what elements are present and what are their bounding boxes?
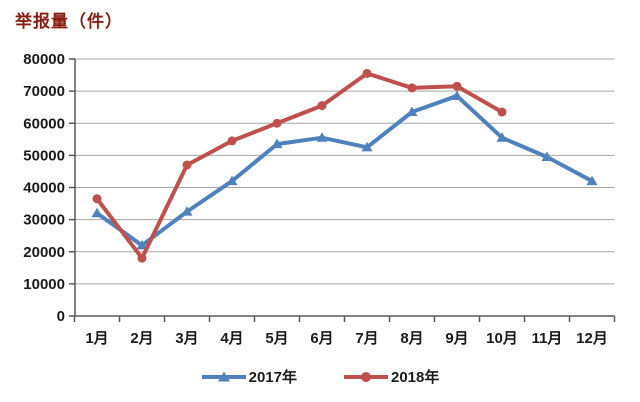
data-marker-2017年 <box>181 206 193 216</box>
data-marker-2017年 <box>91 207 103 218</box>
legend-item-2018: 2018年 <box>343 366 439 387</box>
legend-swatch-2018-line-circle-icon <box>344 371 388 382</box>
x-axis-label: 1月 <box>85 330 108 347</box>
data-marker-2018年 <box>227 136 237 146</box>
x-axis-label: 11月 <box>532 330 563 347</box>
y-axis-label: 50000 <box>23 147 65 164</box>
data-marker-2018年 <box>137 253 147 263</box>
chart-title: 举报量（件） <box>15 12 123 31</box>
x-axis-label: 7月 <box>355 330 378 347</box>
data-marker-2017年 <box>406 106 418 117</box>
data-marker-2018年 <box>407 83 417 93</box>
y-axis-label: 60000 <box>23 115 65 132</box>
y-axis-label: 80000 <box>23 51 65 68</box>
data-marker-2018年 <box>182 160 192 170</box>
y-axis-label: 10000 <box>23 276 65 293</box>
data-marker-2017年 <box>496 132 508 142</box>
x-axis-label: 12月 <box>576 330 608 347</box>
x-axis-label: 3月 <box>175 330 198 347</box>
y-axis-label: 0 <box>57 308 65 325</box>
data-marker-2018年 <box>92 194 102 204</box>
chart-legend: 2017年 2018年 <box>0 366 640 387</box>
y-axis-label: 30000 <box>23 212 65 229</box>
data-marker-2017年 <box>361 141 373 152</box>
data-marker-2017年 <box>316 132 328 142</box>
legend-label-2017: 2017年 <box>248 369 297 386</box>
x-axis-label: 5月 <box>265 330 288 347</box>
series-line-2018年 <box>95 71 504 261</box>
x-axis-label: 8月 <box>400 330 423 347</box>
series-line-2017年 <box>95 93 594 248</box>
data-marker-2018年 <box>452 81 462 91</box>
data-marker-2018年 <box>317 101 327 111</box>
x-axis-label: 4月 <box>220 330 243 347</box>
data-marker-2017年 <box>136 239 148 250</box>
x-axis-label: 9月 <box>445 330 468 347</box>
y-axis-label: 70000 <box>23 83 65 100</box>
data-marker-2017年 <box>271 138 283 149</box>
data-marker-2017年 <box>226 175 238 186</box>
legend-label-2018: 2018年 <box>391 369 440 386</box>
legend-item-2017: 2017年 <box>201 366 297 387</box>
y-axis-label: 40000 <box>23 180 65 197</box>
x-axis-label: 2月 <box>130 330 153 347</box>
x-axis-label: 10月 <box>486 330 518 347</box>
y-axis-label: 20000 <box>23 244 65 261</box>
data-marker-2017年 <box>451 90 463 100</box>
data-marker-2018年 <box>272 118 282 128</box>
legend-swatch-2017-line-triangle-icon <box>201 371 246 381</box>
x-axis-label: 6月 <box>310 330 333 347</box>
data-marker-2018年 <box>497 107 507 117</box>
data-marker-2017年 <box>541 151 553 161</box>
data-marker-2018年 <box>362 68 372 78</box>
data-marker-2017年 <box>586 175 598 186</box>
